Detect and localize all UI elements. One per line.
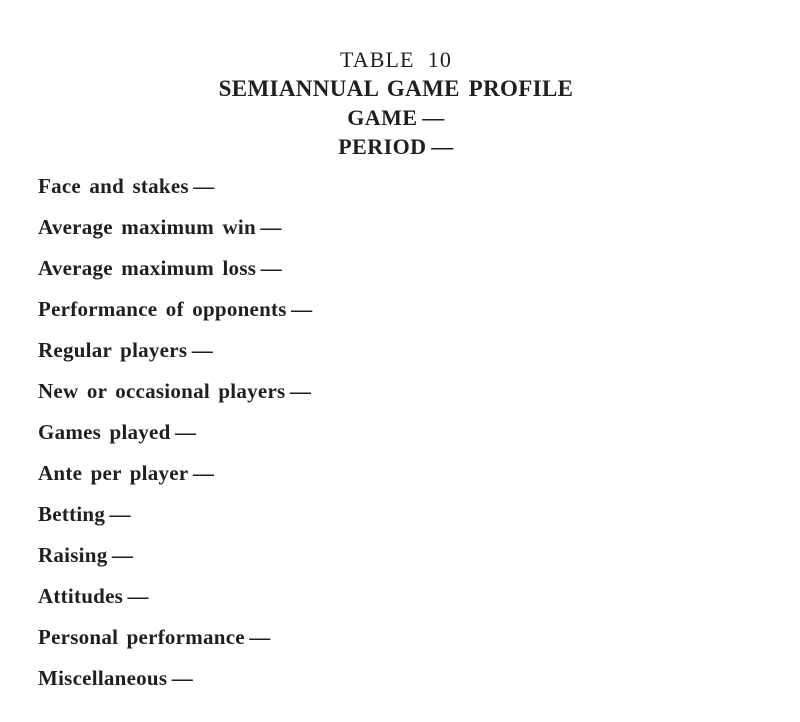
profile-field-average-maximum-win: Average maximum win — xyxy=(38,215,282,239)
profile-field-raising: Raising — xyxy=(38,543,134,567)
profile-field-performance-of-opponents: Performance of opponents — xyxy=(38,297,313,321)
profile-field-average-maximum-loss: Average maximum loss — xyxy=(38,256,282,280)
profile-field-betting: Betting — xyxy=(38,502,131,526)
profile-field-list: Face and stakes — Average maximum win — … xyxy=(0,166,800,699)
profile-field-new-or-occasional-players: New or occasional players — xyxy=(38,379,312,403)
period-label-line: PERIOD — xyxy=(338,134,454,159)
profile-field-attitudes: Attitudes — xyxy=(38,584,149,608)
table-number: TABLE 10 xyxy=(339,47,452,72)
profile-field-personal-performance: Personal performance — xyxy=(38,625,271,649)
profile-field-miscellaneous: Miscellaneous — xyxy=(38,666,193,690)
profile-field-face-and-stakes: Face and stakes — xyxy=(38,174,215,198)
table-title: SEMIANNUAL GAME PROFILE xyxy=(218,76,574,101)
profile-field-regular-players: Regular players — xyxy=(38,338,213,362)
profile-field-games-played: Games played — xyxy=(38,420,197,444)
table-header: TABLE 10 SEMIANNUAL GAME PROFILE GAME — … xyxy=(0,45,792,161)
game-label-line: GAME — xyxy=(347,105,445,130)
profile-field-ante-per-player: Ante per player — xyxy=(38,461,215,485)
